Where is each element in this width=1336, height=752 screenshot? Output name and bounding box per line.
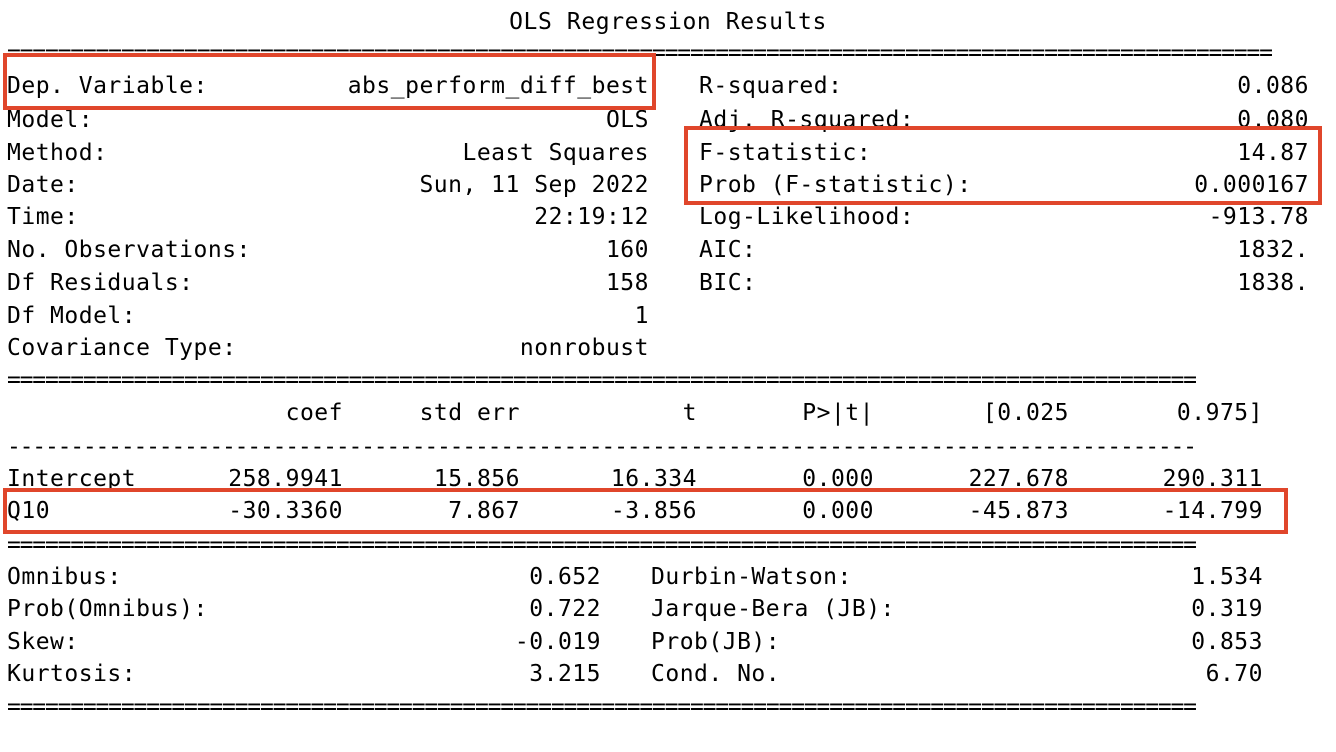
diagnostic-value: 6.70 xyxy=(1205,661,1263,687)
double-rule-top: ========================================… xyxy=(7,43,1273,63)
coef-variable-name: Intercept xyxy=(7,466,137,492)
fit-stat-value: 0.080 xyxy=(1237,107,1309,133)
std-err-value: 7.867 xyxy=(448,498,520,524)
model-info-label: No. Observations: xyxy=(7,237,251,263)
double-rule-bottom: ========================================… xyxy=(7,697,1197,717)
diagnostic-label: Jarque-Bera (JB): xyxy=(651,596,895,622)
diagnostic-value: 3.215 xyxy=(529,661,601,687)
fit-stat-label: R-squared: xyxy=(699,73,843,99)
model-info-label: Df Model: xyxy=(7,303,137,329)
std-err-value: 15.856 xyxy=(433,466,520,492)
fit-stat-label: BIC: xyxy=(699,270,757,296)
diagnostic-label: Cond. No. xyxy=(651,661,781,687)
diagnostic-value: -0.019 xyxy=(514,629,601,655)
ci-lower-value: -45.873 xyxy=(968,498,1069,524)
coef-header-cell: coef xyxy=(285,400,343,426)
coef-header-cell: std err xyxy=(419,400,520,426)
p-value: 0.000 xyxy=(802,498,874,524)
model-info-value: 158 xyxy=(605,270,649,296)
coef-header-cell: [0.025 xyxy=(982,400,1069,426)
model-info-value: abs_perform_diff_best xyxy=(347,73,649,99)
double-rule-lower: ========================================… xyxy=(7,535,1197,555)
diagnostic-value: 0.319 xyxy=(1191,596,1263,622)
coef-header-cell: P>|t| xyxy=(802,400,874,426)
diagnostic-label: Durbin-Watson: xyxy=(651,564,852,590)
model-info-value: OLS xyxy=(605,107,649,133)
model-info-label: Time: xyxy=(7,204,79,230)
ci-upper-value: 290.311 xyxy=(1162,466,1263,492)
fit-stat-value: 14.87 xyxy=(1237,140,1309,166)
diagnostic-value: 1.534 xyxy=(1191,564,1263,590)
single-rule-coef: ----------------------------------------… xyxy=(7,437,1197,457)
coef-header-cell: t xyxy=(682,400,697,426)
double-rule-middle: ========================================… xyxy=(7,370,1197,390)
coef-value: -30.3360 xyxy=(228,498,343,524)
coef-header-cell: 0.975] xyxy=(1176,400,1263,426)
fit-stat-value: 1832. xyxy=(1237,237,1309,263)
fit-stat-value: 1838. xyxy=(1237,270,1309,296)
fit-stat-label: AIC: xyxy=(699,237,757,263)
model-info-value: 1 xyxy=(634,303,649,329)
p-value: 0.000 xyxy=(802,466,874,492)
coef-variable-name: Q10 xyxy=(7,498,51,524)
results-title: OLS Regression Results xyxy=(509,9,827,35)
fit-stat-label: Log-Likelihood: xyxy=(699,204,915,230)
coef-value: 258.9941 xyxy=(228,466,343,492)
t-value: 16.334 xyxy=(610,466,697,492)
fit-stat-value: -913.78 xyxy=(1208,204,1309,230)
model-info-value: 160 xyxy=(605,237,649,263)
ci-lower-value: 227.678 xyxy=(968,466,1069,492)
model-info-label: Df Residuals: xyxy=(7,270,194,296)
model-info-label: Covariance Type: xyxy=(7,335,237,361)
fit-stat-value: 0.086 xyxy=(1237,73,1309,99)
model-info-label: Model: xyxy=(7,107,94,133)
t-value: -3.856 xyxy=(610,498,697,524)
model-info-label: Method: xyxy=(7,140,108,166)
fit-stat-label: F-statistic: xyxy=(699,140,872,166)
diagnostic-value: 0.853 xyxy=(1191,629,1263,655)
ci-upper-value: -14.799 xyxy=(1162,498,1263,524)
diagnostic-label: Prob(Omnibus): xyxy=(7,596,208,622)
diagnostic-label: Skew: xyxy=(7,629,79,655)
model-info-label: Date: xyxy=(7,172,79,198)
model-info-value: nonrobust xyxy=(519,335,649,361)
model-info-label: Dep. Variable: xyxy=(7,73,208,99)
diagnostic-label: Prob(JB): xyxy=(651,629,781,655)
fit-stat-value: 0.000167 xyxy=(1194,172,1309,198)
diagnostic-label: Kurtosis: xyxy=(7,661,137,687)
model-info-value: Sun, 11 Sep 2022 xyxy=(419,172,649,198)
diagnostic-value: 0.722 xyxy=(529,596,601,622)
diagnostic-label: Omnibus: xyxy=(7,564,122,590)
diagnostic-value: 0.652 xyxy=(529,564,601,590)
model-info-value: Least Squares xyxy=(462,140,649,166)
model-info-value: 22:19:12 xyxy=(534,204,649,230)
fit-stat-label: Prob (F-statistic): xyxy=(699,172,972,198)
